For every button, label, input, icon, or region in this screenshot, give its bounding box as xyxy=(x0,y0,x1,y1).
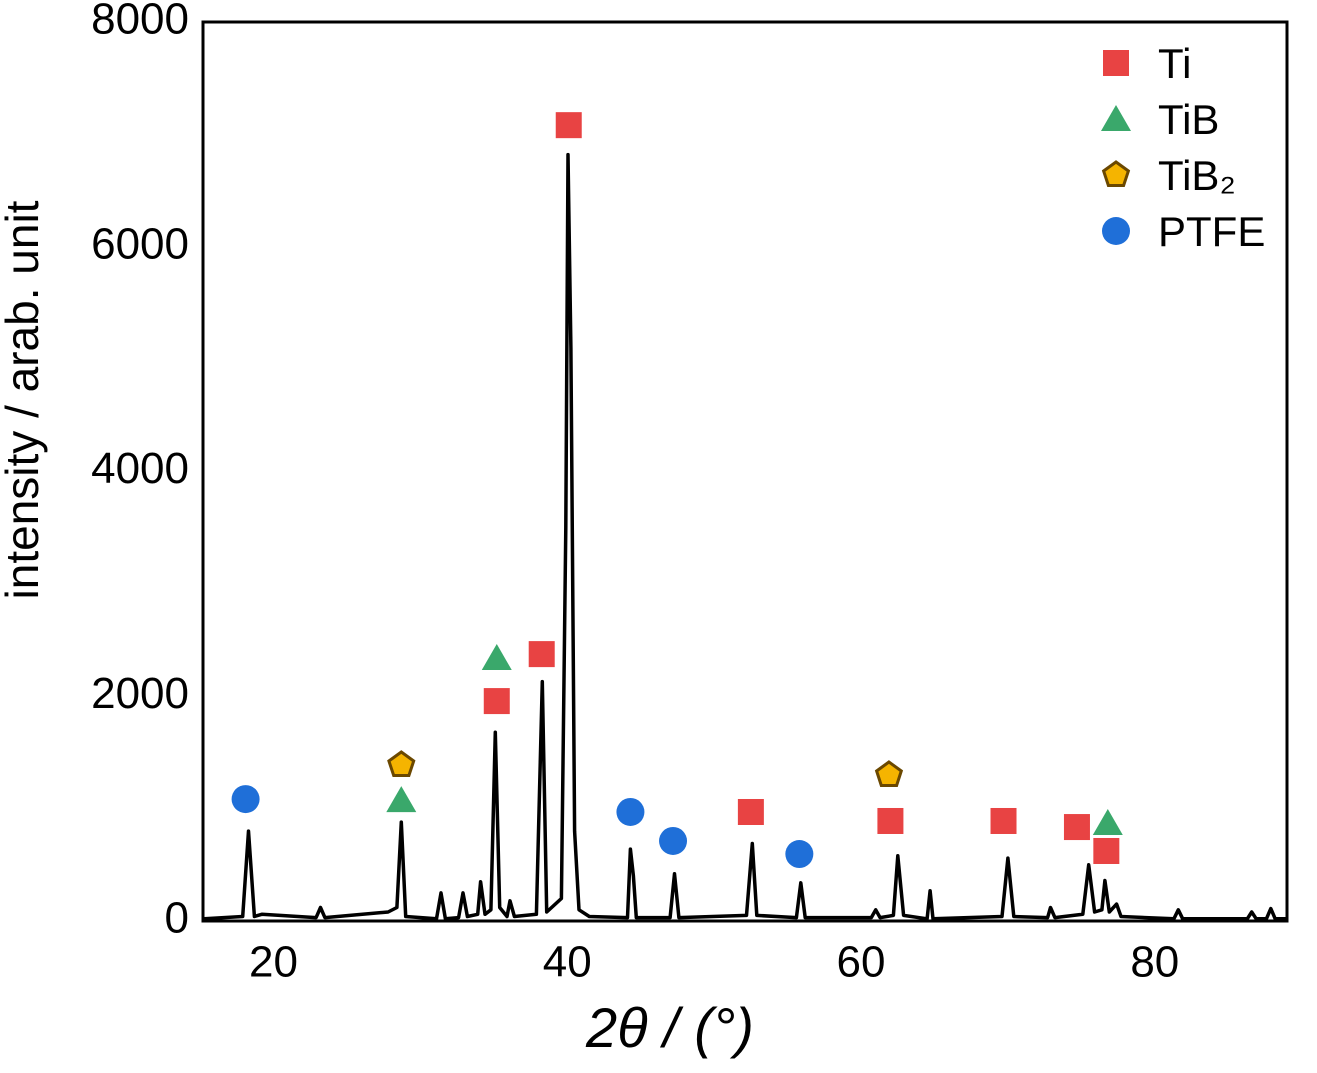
phase-marker xyxy=(481,644,512,671)
phase-marker xyxy=(231,785,260,814)
legend-label: TiB₂ xyxy=(1158,152,1236,199)
legend-label: Ti xyxy=(1158,40,1191,87)
phase-marker xyxy=(555,112,582,139)
phase-marker xyxy=(874,760,904,787)
x-axis-label: 2θ / (°) xyxy=(585,996,754,1059)
y-tick-label: 2000 xyxy=(91,669,189,718)
y-axis-label: intensity / arab. unit xyxy=(0,200,48,599)
phase-marker xyxy=(386,786,417,813)
legend-marker xyxy=(1101,160,1131,187)
x-tick-label: 60 xyxy=(837,938,886,987)
phase-marker xyxy=(616,797,645,826)
phase-marker xyxy=(1063,814,1090,841)
legend-label: TiB xyxy=(1158,96,1219,143)
xrd-pattern xyxy=(204,152,1287,921)
phase-marker xyxy=(877,807,904,834)
x-tick-label: 20 xyxy=(249,938,298,987)
y-tick-label: 4000 xyxy=(91,444,189,493)
phase-marker xyxy=(785,840,814,869)
x-tick-label: 80 xyxy=(1130,938,1179,987)
y-tick-label: 0 xyxy=(165,894,189,943)
phase-marker xyxy=(737,798,764,825)
phase-marker xyxy=(990,807,1017,834)
phase-marker xyxy=(387,750,416,777)
plot-frame xyxy=(201,20,1289,923)
y-tick-label: 6000 xyxy=(91,219,189,268)
x-tick-label: 40 xyxy=(543,938,592,987)
phase-marker xyxy=(1092,809,1123,836)
phase-marker xyxy=(528,641,555,668)
phase-marker xyxy=(659,826,688,855)
phase-marker xyxy=(483,688,510,715)
y-tick-label: 8000 xyxy=(91,0,189,44)
legend-marker xyxy=(1102,217,1130,245)
legend-marker xyxy=(1101,105,1131,131)
legend-marker xyxy=(1103,50,1129,76)
phase-marker xyxy=(1093,837,1120,864)
legend-label: PTFE xyxy=(1158,208,1265,255)
